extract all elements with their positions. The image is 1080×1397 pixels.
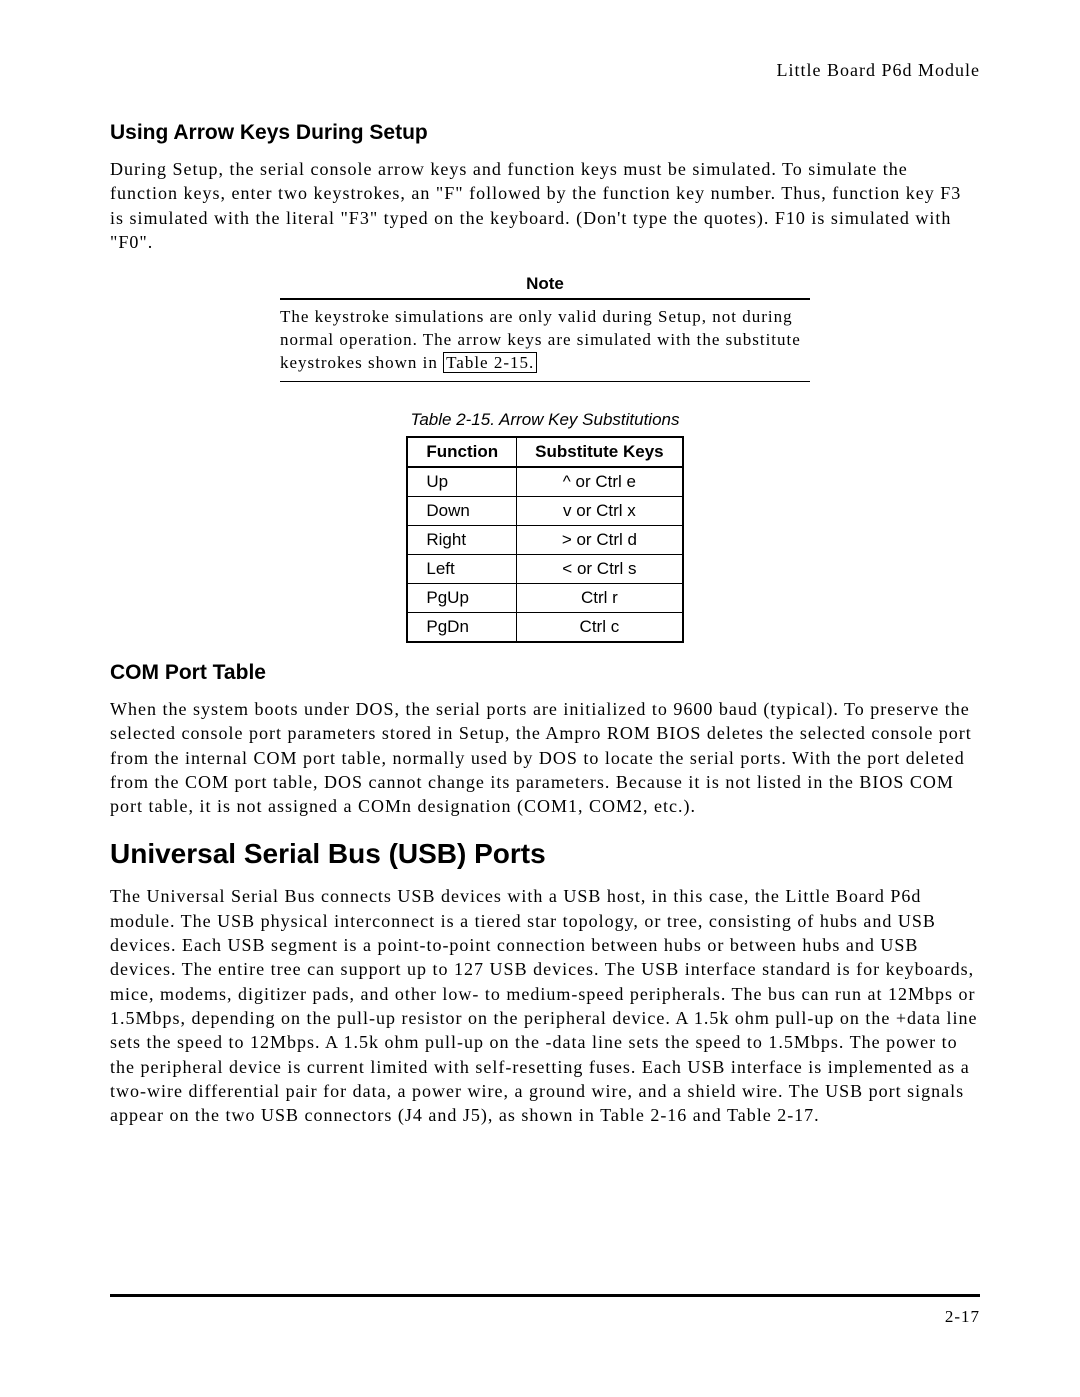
- table-cell: ^ or Ctrl e: [517, 467, 683, 497]
- table-row: Down v or Ctrl x: [407, 497, 682, 526]
- para-arrow-keys: During Setup, the serial console arrow k…: [110, 157, 980, 254]
- table-cell: Right: [407, 526, 516, 555]
- table-row: PgDn Ctrl c: [407, 613, 682, 643]
- para-com-port: When the system boots under DOS, the ser…: [110, 697, 980, 818]
- table-cell: PgDn: [407, 613, 516, 643]
- table-row: Up ^ or Ctrl e: [407, 467, 682, 497]
- table-cell: Down: [407, 497, 516, 526]
- table-caption: Table 2-15. Arrow Key Substitutions: [110, 410, 980, 430]
- table-cell: Left: [407, 555, 516, 584]
- para-usb: The Universal Serial Bus connects USB de…: [110, 884, 980, 1127]
- note-rule-top: [280, 298, 810, 300]
- table-cell: Ctrl c: [517, 613, 683, 643]
- note-body: The keystroke simulations are only valid…: [280, 306, 810, 375]
- page: Little Board P6d Module Using Arrow Keys…: [0, 0, 1080, 1397]
- page-footer: 2-17: [110, 1294, 980, 1327]
- table-row: Right > or Ctrl d: [407, 526, 682, 555]
- note-rule-bot: [280, 381, 810, 382]
- arrow-key-table: Function Substitute Keys Up ^ or Ctrl e …: [406, 436, 683, 643]
- note-body-pre: The keystroke simulations are only valid…: [280, 307, 801, 372]
- table-row: Left < or Ctrl s: [407, 555, 682, 584]
- section-heading-usb: Universal Serial Bus (USB) Ports: [110, 838, 980, 870]
- header-right-text: Little Board P6d Module: [110, 60, 980, 81]
- section-heading-com-port: COM Port Table: [110, 661, 980, 685]
- page-number: 2-17: [110, 1307, 980, 1327]
- note-link-table-ref[interactable]: Table 2-15.: [443, 352, 537, 373]
- table-cell: < or Ctrl s: [517, 555, 683, 584]
- note-title: Note: [280, 274, 810, 294]
- table-cell: Ctrl r: [517, 584, 683, 613]
- note-block: Note The keystroke simulations are only …: [280, 274, 810, 382]
- table-cell: v or Ctrl x: [517, 497, 683, 526]
- table-header-substitute: Substitute Keys: [517, 437, 683, 467]
- footer-rule: [110, 1294, 980, 1297]
- table-cell: PgUp: [407, 584, 516, 613]
- table-cell: > or Ctrl d: [517, 526, 683, 555]
- table-header-function: Function: [407, 437, 516, 467]
- table-row: PgUp Ctrl r: [407, 584, 682, 613]
- table-cell: Up: [407, 467, 516, 497]
- section-heading-arrow-keys: Using Arrow Keys During Setup: [110, 121, 980, 145]
